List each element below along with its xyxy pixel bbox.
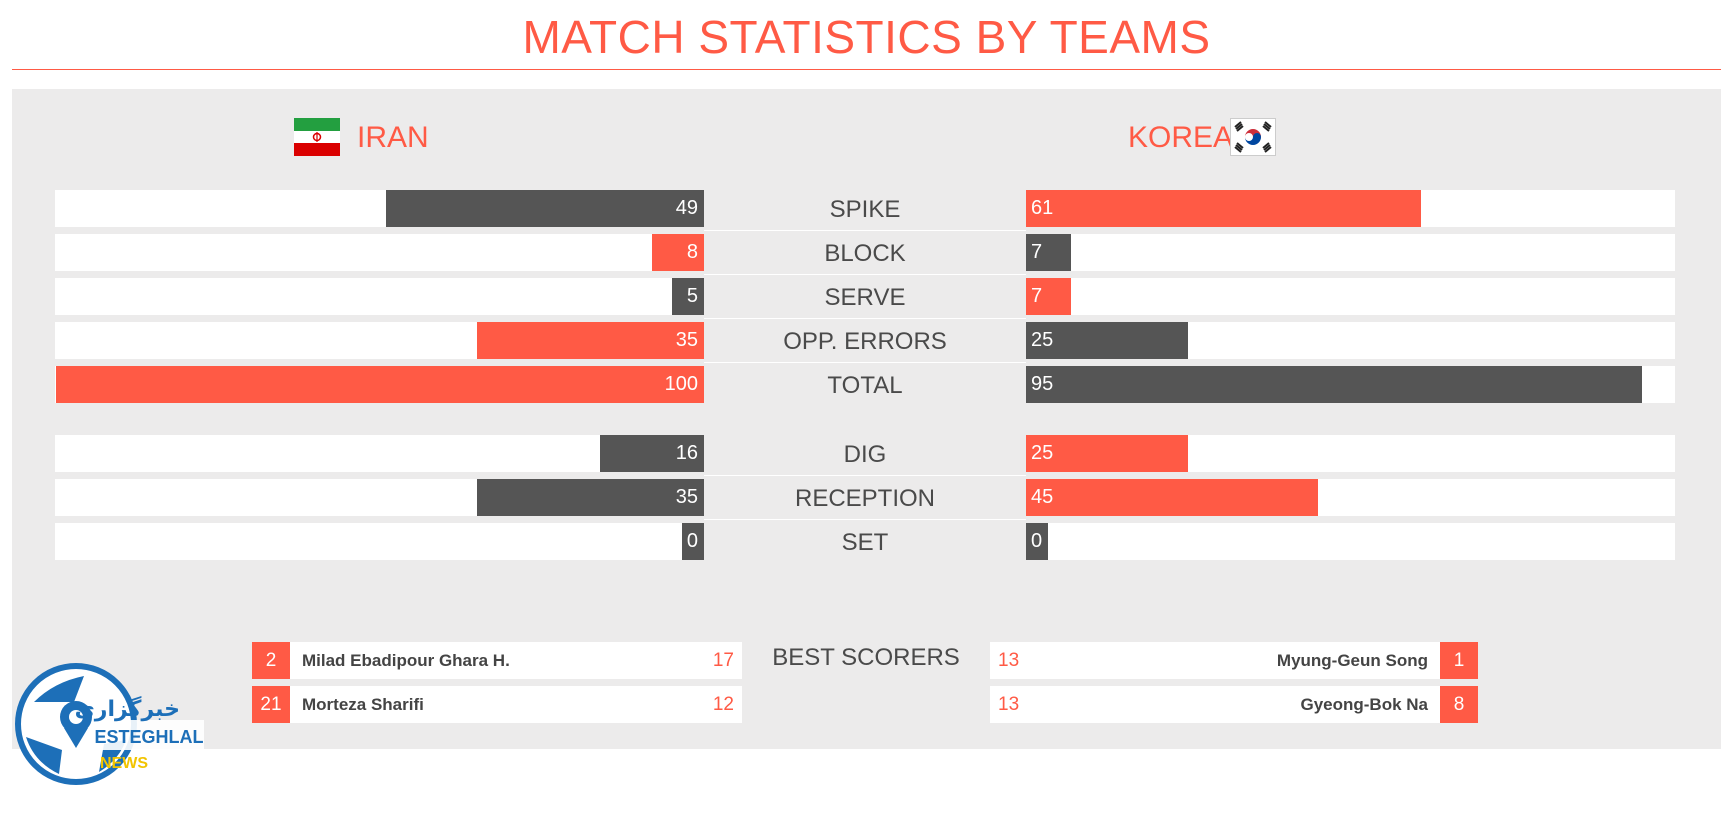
scorer-name: Morteza Sharifi [302,695,424,714]
stat-label-block: BLOCK [824,240,906,267]
stat-label-set: SET [841,529,889,556]
stat-separator [704,519,1026,520]
scorer-points: 13 [998,694,1020,715]
scorer-name: Milad Ebadipour Ghara H. [302,651,510,670]
esteghlal-news-logo: خبرگزاری ESTEGHLAL NEWS [14,662,214,792]
stat-label-dig: DIG [843,441,887,468]
bar-iran-dig: 16 [600,435,704,472]
scorer-number: 8 [1440,686,1478,723]
stat-row-bg-right [1026,523,1675,560]
stat-separator [704,274,1026,275]
stat-separator [704,475,1026,476]
stat-separator [704,230,1026,231]
bar-iran-set: 0 [682,523,704,560]
team-name-iran: IRAN [357,121,429,154]
stat-row-bg-left [55,234,704,271]
bar-iran-block: 8 [652,234,704,271]
stat-row-bg-right [1026,234,1675,271]
logo-text-esteghlal: ESTEGHLAL [94,727,203,747]
title-divider [12,69,1721,70]
scorer-number: 2 [252,642,290,679]
team-name-korea: KOREA [1128,121,1234,154]
scorer-number: 21 [252,686,290,723]
korea-flag-icon [1230,116,1280,159]
stat-row-bg-left [55,278,704,315]
bar-korea-opp-errors: 25 [1026,322,1188,359]
stat-label-serve: SERVE [824,284,906,311]
scorer-row-right-1: 13 Myung-Geun Song 1 [990,642,1478,679]
bar-korea-total: 95 [1026,366,1642,403]
scorer-row-left-1: 2 Milad Ebadipour Ghara H. 17 [252,642,742,679]
stat-label-reception: RECEPTION [794,485,935,512]
bar-korea-serve: 7 [1026,278,1071,315]
scorer-row-left-2: 21 Morteza Sharifi 12 [252,686,742,723]
bar-korea-spike: 61 [1026,190,1421,227]
stat-label-spike: SPIKE [829,196,901,223]
iran-flag-icon [294,116,344,159]
scorer-points: 12 [712,694,734,715]
bar-iran-serve: 5 [672,278,704,315]
stat-row-bg-left [55,523,704,560]
stat-row-bg-right [1026,278,1675,315]
scorer-points: 17 [712,650,734,671]
scorer-points: 13 [998,650,1020,671]
stat-separator [704,362,1026,363]
stat-row-bg-left [55,435,704,472]
best-scorers-label: BEST SCORERS [772,644,960,671]
bar-iran-spike: 49 [386,190,704,227]
page-title: MATCH STATISTICS BY TEAMS [522,11,1211,63]
bar-iran-reception: 35 [477,479,704,516]
bar-iran-opp-errors: 35 [477,322,704,359]
scorer-number: 1 [1440,642,1478,679]
bar-korea-block: 7 [1026,234,1071,271]
logo-text-news: NEWS [100,755,148,772]
bar-korea-reception: 45 [1026,479,1318,516]
bar-korea-set: 0 [1026,523,1048,560]
scorer-name: Myung-Geun Song [1276,651,1428,670]
logo-text-persian: خبرگزاری [75,695,180,722]
scorer-name: Gyeong-Bok Na [1300,695,1428,714]
stat-label-opp-errors: OPP. ERRORS [783,328,947,355]
stat-separator [704,318,1026,319]
stat-label-total: TOTAL [827,372,903,399]
bar-korea-dig: 25 [1026,435,1188,472]
scorer-row-right-2: 13 Gyeong-Bok Na 8 [990,686,1478,723]
bar-iran-total: 100 [56,366,704,403]
